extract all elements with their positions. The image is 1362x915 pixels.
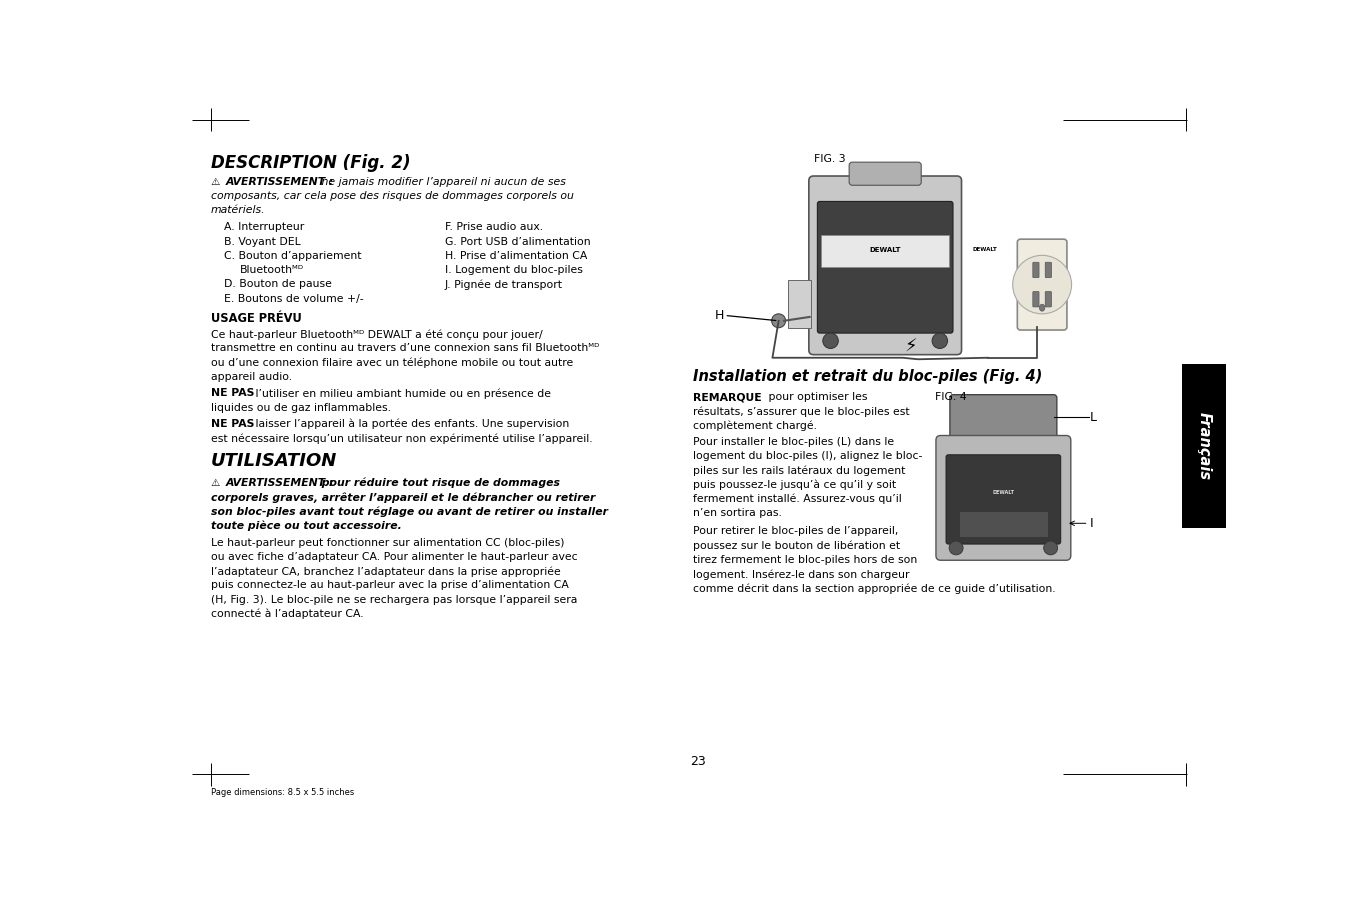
Text: complètement chargé.: complètement chargé. (693, 421, 817, 431)
FancyBboxPatch shape (994, 435, 1005, 443)
Text: liquides ou de gaz inflammables.: liquides ou de gaz inflammables. (211, 403, 391, 413)
Text: (H, Fig. 3). Le bloc-pile ne se rechargera pas lorsque l’appareil sera: (H, Fig. 3). Le bloc-pile ne se recharge… (211, 595, 577, 605)
FancyBboxPatch shape (789, 280, 812, 328)
Text: Bluetoothᴹᴰ: Bluetoothᴹᴰ (240, 265, 304, 275)
Text: USAGE PRÉVU: USAGE PRÉVU (211, 312, 301, 325)
Text: connecté à l’adaptateur CA.: connecté à l’adaptateur CA. (211, 609, 364, 619)
Text: fermement installé. Assurez-vous qu’il: fermement installé. Assurez-vous qu’il (693, 493, 902, 504)
Text: l’utiliser en milieu ambiant humide ou en présence de: l’utiliser en milieu ambiant humide ou e… (252, 388, 552, 399)
Circle shape (1043, 541, 1058, 554)
Text: A. Interrupteur: A. Interrupteur (225, 222, 305, 232)
Text: résultats, s’assurer que le bloc-piles est: résultats, s’assurer que le bloc-piles e… (693, 406, 910, 417)
Text: Pour retirer le bloc-piles de l’appareil,: Pour retirer le bloc-piles de l’appareil… (693, 526, 899, 536)
FancyBboxPatch shape (959, 511, 1047, 537)
Text: F. Prise audio aux.: F. Prise audio aux. (444, 222, 542, 232)
Text: laisser l’appareil à la portée des enfants. Une supervision: laisser l’appareil à la portée des enfan… (252, 419, 569, 429)
Text: Installation et retrait du bloc-piles (Fig. 4): Installation et retrait du bloc-piles (F… (693, 370, 1043, 384)
FancyBboxPatch shape (849, 162, 921, 185)
Text: logement. Insérez-le dans son chargeur: logement. Insérez-le dans son chargeur (693, 569, 910, 579)
FancyBboxPatch shape (821, 234, 949, 267)
Circle shape (772, 314, 786, 328)
Text: comme décrit dans la section appropriée de ce guide d’utilisation.: comme décrit dans la section appropriée … (693, 583, 1056, 594)
Text: B. Voyant DEL: B. Voyant DEL (225, 237, 301, 247)
Text: piles sur les rails latéraux du logement: piles sur les rails latéraux du logement (693, 465, 906, 476)
Text: son bloc-piles avant tout réglage ou avant de retirer ou installer: son bloc-piles avant tout réglage ou ava… (211, 506, 607, 517)
Text: H. Prise d’alimentation CA: H. Prise d’alimentation CA (444, 251, 587, 261)
Text: DESCRIPTION (Fig. 2): DESCRIPTION (Fig. 2) (211, 154, 410, 172)
Text: DEWALT: DEWALT (972, 247, 997, 253)
FancyBboxPatch shape (1032, 292, 1039, 307)
FancyBboxPatch shape (1045, 263, 1051, 277)
Text: ne jamais modifier l’appareil ni aucun de ses: ne jamais modifier l’appareil ni aucun d… (317, 177, 565, 187)
Circle shape (823, 333, 838, 349)
Text: :: : (752, 393, 760, 403)
Text: logement du bloc-piles (I), alignez le bloc-: logement du bloc-piles (I), alignez le b… (693, 451, 922, 461)
Text: G. Port USB d’alimentation: G. Port USB d’alimentation (444, 237, 590, 247)
Text: pour optimiser les: pour optimiser les (765, 393, 868, 403)
Text: UTILISATION: UTILISATION (211, 452, 336, 469)
Text: C. Bouton d’appariement: C. Bouton d’appariement (225, 251, 362, 261)
Text: matériels.: matériels. (211, 205, 266, 215)
Text: ⚠: ⚠ (211, 478, 219, 488)
Text: AVERTISSEMENT :: AVERTISSEMENT : (226, 478, 334, 488)
Text: DEWALT: DEWALT (869, 247, 900, 253)
Text: NE PAS: NE PAS (211, 388, 253, 398)
FancyBboxPatch shape (1017, 239, 1066, 330)
Text: tirez fermement le bloc-piles hors de son: tirez fermement le bloc-piles hors de so… (693, 554, 918, 565)
Text: Page dimensions: 8.5 x 5.5 inches: Page dimensions: 8.5 x 5.5 inches (211, 789, 354, 797)
Circle shape (932, 333, 948, 349)
Text: n’en sortira pas.: n’en sortira pas. (693, 508, 782, 518)
Text: I. Logement du bloc-piles: I. Logement du bloc-piles (444, 265, 583, 275)
Text: ⚡: ⚡ (904, 338, 917, 355)
Text: ou d’une connexion filaire avec un téléphone mobile ou tout autre: ou d’une connexion filaire avec un télép… (211, 358, 573, 368)
Text: l’adaptateur CA, branchez l’adaptateur dans la prise appropriée: l’adaptateur CA, branchez l’adaptateur d… (211, 566, 560, 576)
Text: 23: 23 (691, 756, 706, 769)
FancyBboxPatch shape (1045, 292, 1051, 307)
Circle shape (949, 541, 963, 554)
Bar (1182, 364, 1226, 528)
Text: AVERTISSEMENT :: AVERTISSEMENT : (226, 177, 334, 187)
Text: toute pièce ou tout accessoire.: toute pièce ou tout accessoire. (211, 521, 402, 531)
Text: I: I (1090, 517, 1094, 530)
FancyBboxPatch shape (936, 436, 1071, 560)
Text: pour réduire tout risque de dommages: pour réduire tout risque de dommages (317, 478, 560, 489)
FancyBboxPatch shape (817, 201, 953, 333)
Text: L: L (1090, 411, 1098, 424)
Text: est nécessaire lorsqu’un utilisateur non expérimenté utilise l’appareil.: est nécessaire lorsqu’un utilisateur non… (211, 433, 592, 444)
Text: ou avec fiche d’adaptateur CA. Pour alimenter le haut-parleur avec: ou avec fiche d’adaptateur CA. Pour alim… (211, 552, 577, 562)
Text: poussez sur le bouton de libération et: poussez sur le bouton de libération et (693, 541, 900, 551)
FancyBboxPatch shape (949, 394, 1057, 439)
Text: ⚠: ⚠ (211, 177, 219, 187)
Text: puis poussez-le jusqu’à ce qu’il y soit: puis poussez-le jusqu’à ce qu’il y soit (693, 479, 896, 490)
FancyBboxPatch shape (809, 176, 962, 355)
Text: DEWALT: DEWALT (993, 490, 1015, 495)
FancyBboxPatch shape (947, 455, 1061, 544)
Text: E. Boutons de volume +/-: E. Boutons de volume +/- (225, 294, 364, 304)
Text: FIG. 4: FIG. 4 (936, 393, 967, 403)
Text: corporels graves, arrêter l’appareil et le débrancher ou retirer: corporels graves, arrêter l’appareil et … (211, 492, 595, 502)
Text: Pour installer le bloc-piles (L) dans le: Pour installer le bloc-piles (L) dans le (693, 436, 895, 447)
Text: appareil audio.: appareil audio. (211, 371, 291, 382)
FancyBboxPatch shape (1019, 435, 1028, 443)
Text: Le haut-parleur peut fonctionner sur alimentation CC (bloc-piles): Le haut-parleur peut fonctionner sur ali… (211, 538, 564, 548)
Text: Français: Français (1196, 412, 1211, 480)
Text: composants, car cela pose des risques de dommages corporels ou: composants, car cela pose des risques de… (211, 191, 573, 201)
FancyBboxPatch shape (1032, 263, 1039, 277)
Text: H: H (715, 309, 725, 322)
Circle shape (1013, 255, 1072, 314)
Ellipse shape (1039, 304, 1045, 311)
Text: J. Pignée de transport: J. Pignée de transport (444, 279, 563, 290)
Text: transmettre en continu au travers d’une connexion sans fil Bluetoothᴹᴰ: transmettre en continu au travers d’une … (211, 343, 599, 353)
Text: NE PAS: NE PAS (211, 419, 253, 429)
Text: D. Bouton de pause: D. Bouton de pause (225, 279, 332, 289)
FancyBboxPatch shape (971, 435, 982, 443)
Text: FIG. 3: FIG. 3 (813, 154, 846, 164)
Text: Ce haut-parleur Bluetoothᴹᴰ DEWALT a été conçu pour jouer/: Ce haut-parleur Bluetoothᴹᴰ DEWALT a été… (211, 329, 542, 339)
Text: puis connectez-le au haut-parleur avec la prise d’alimentation CA: puis connectez-le au haut-parleur avec l… (211, 580, 568, 590)
Text: REMARQUE: REMARQUE (693, 393, 761, 403)
